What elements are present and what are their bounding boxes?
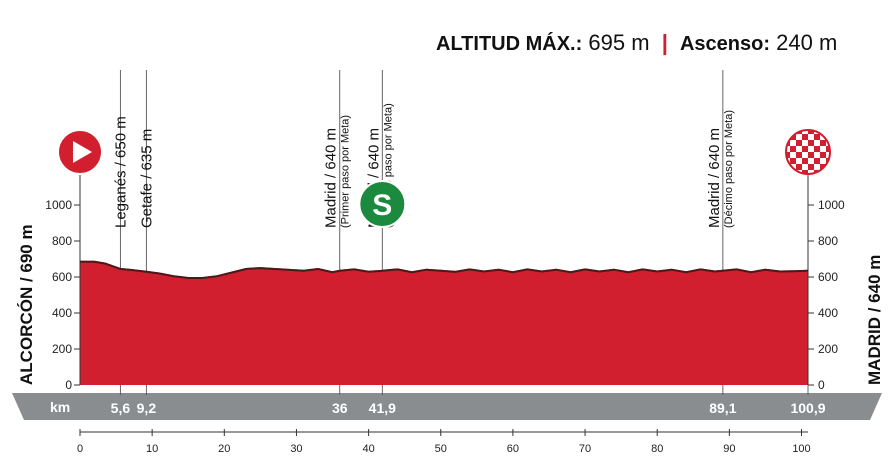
checker-square	[826, 170, 830, 174]
km-band	[12, 393, 882, 420]
checker-square	[802, 158, 808, 164]
band-mark-label: 41,9	[369, 400, 396, 416]
checker-square	[808, 130, 814, 134]
band-mark-label: 5,6	[111, 400, 131, 416]
left-tick-label: 400	[52, 306, 72, 320]
left-tick-label: 600	[52, 270, 72, 284]
checker-square	[820, 152, 826, 158]
max-altitude-label: ALTITUD MÁX.:	[436, 33, 583, 55]
x-tick-label: 0	[77, 443, 83, 455]
stage-stats: ALTITUD MÁX.: 695 m | Ascenso: 240 m	[436, 30, 837, 56]
finish-town-label: MADRID / 640 m	[865, 255, 884, 385]
ascent-value: 240 m	[776, 30, 838, 55]
checker-square	[814, 146, 820, 152]
x-tick-label: 50	[435, 443, 447, 455]
left-tick-label: 200	[52, 342, 72, 356]
checker-square	[808, 164, 814, 170]
altitude-axes: 0 200 400 600 800 1000 0 200 400 600 800 1000 ALCORC…	[17, 168, 884, 392]
finish-checker-grid	[786, 130, 830, 174]
sprint-letter: S	[372, 189, 392, 222]
x-tick-label: 30	[290, 443, 302, 455]
x-tick-label: 60	[507, 443, 519, 455]
finish-marker-ring	[785, 129, 831, 175]
checker-square	[790, 146, 796, 152]
checker-square	[814, 134, 820, 140]
right-tick-label: 400	[818, 306, 838, 320]
km-band-group: km 5,6 9,2 36 41,9 89,1 100,9	[12, 385, 882, 420]
band-mark-label: 89,1	[709, 400, 736, 416]
waypoint-name: Leganés / 650 m	[112, 116, 129, 228]
right-tick-label: 800	[818, 234, 838, 248]
checker-square	[802, 146, 808, 152]
waypoint-sub: (Primer paso por Meta)	[340, 115, 352, 228]
checker-square	[802, 170, 808, 174]
checker-square	[790, 158, 796, 164]
left-tick-label: 1000	[45, 198, 72, 212]
start-play-triangle	[73, 141, 92, 163]
checker-square	[808, 152, 814, 158]
checker-square	[814, 158, 820, 164]
band-mark-label: 100,9	[790, 400, 825, 416]
sprint-marker-circle	[358, 180, 407, 228]
checker-square	[796, 152, 802, 158]
max-altitude-value: 695 m	[588, 30, 650, 55]
x-tick-label: 40	[362, 443, 374, 455]
x-tick-label: 90	[723, 443, 735, 455]
waypoint-sub: (Décimo paso por Meta)	[723, 110, 735, 228]
x-tick-label: 20	[218, 443, 230, 455]
ascent-label: Ascenso:	[679, 33, 770, 55]
checker-square	[826, 146, 830, 152]
stats-separator: |	[661, 30, 668, 55]
km-band-unit: km	[50, 399, 70, 415]
left-tick-label: 800	[52, 234, 72, 248]
profile-area-group	[80, 260, 809, 385]
x-tick-label: 80	[651, 443, 663, 455]
x-tick-label: 10	[146, 443, 158, 455]
checker-square	[786, 152, 790, 158]
right-tick-label: 0	[818, 378, 825, 392]
checker-square	[802, 134, 808, 140]
x-axis-group: 0 10 20 30 40 50 60 70 80 90 100	[77, 429, 811, 455]
band-mark-label: 36	[332, 400, 348, 416]
checker-square	[786, 130, 790, 134]
waypoint-name: Getafe / 635 m	[138, 129, 155, 228]
checkered-flag-icon	[785, 129, 831, 175]
sprint-s-icon: S	[358, 180, 407, 228]
profile-area	[80, 260, 808, 385]
start-town-label: ALCORCÓN / 690 m	[17, 224, 36, 385]
waypoint-name: Madrid / 640 m	[323, 128, 340, 228]
checker-square	[796, 164, 802, 170]
checker-square	[808, 140, 814, 146]
x-tick-label: 100	[792, 443, 810, 455]
checker-square	[820, 140, 826, 146]
play-triangle-icon	[57, 129, 103, 175]
profile-ridge-line	[80, 260, 809, 279]
right-tick-label: 1000	[818, 198, 845, 212]
right-tick-label: 200	[818, 342, 838, 356]
band-mark-label: 9,2	[137, 400, 157, 416]
right-tick-label: 600	[818, 270, 838, 284]
waypoint-name: Madrid / 640 m	[706, 128, 723, 228]
x-tick-label: 70	[579, 443, 591, 455]
waypoint-labels: Leganés / 650 m Getafe / 635 m Madrid / 64…	[112, 103, 734, 228]
left-tick-label: 0	[65, 378, 72, 392]
checker-square	[796, 140, 802, 146]
